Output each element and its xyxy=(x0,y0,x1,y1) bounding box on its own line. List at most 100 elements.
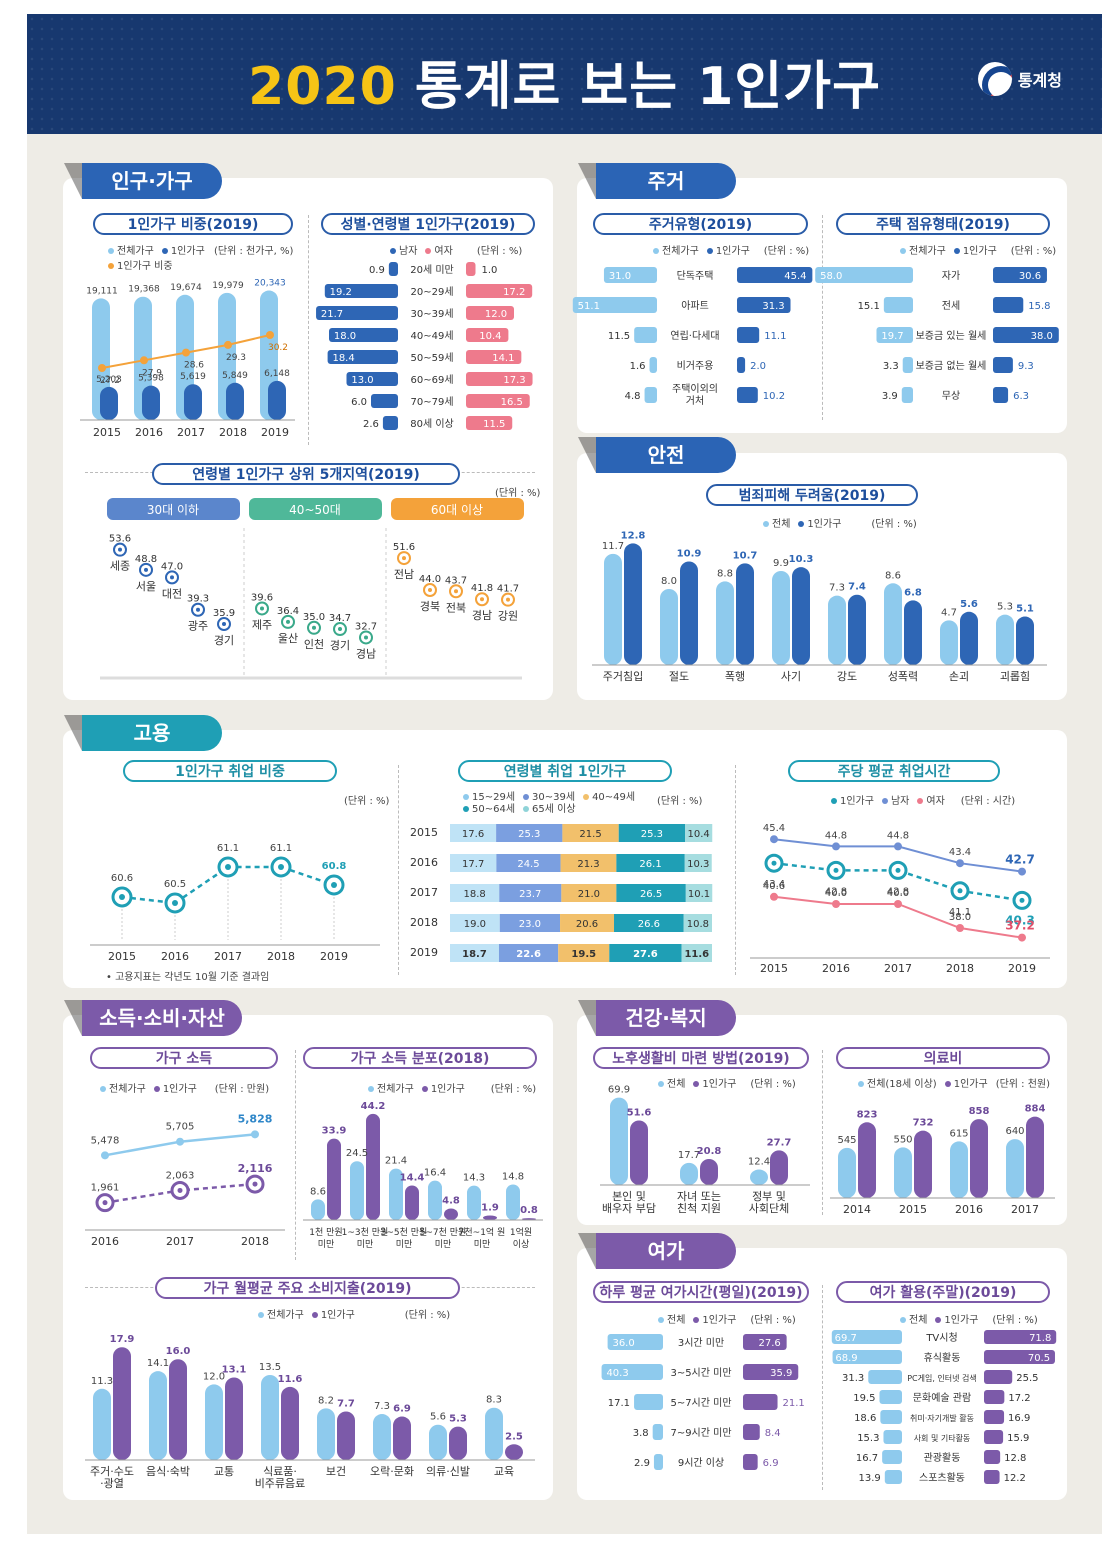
data-label: 1.6 xyxy=(630,361,646,372)
bar-all xyxy=(832,1350,902,1364)
data-label: 13.9 xyxy=(859,1473,881,1484)
bar-single xyxy=(405,1185,419,1220)
data-label: 5,203 xyxy=(96,375,122,385)
legend-item: 전체 xyxy=(667,1079,686,1090)
category-label: 3~5시간 미만 xyxy=(670,1367,731,1379)
legend: 전체가구 1인가구 (단위 : 만원) xyxy=(92,1080,269,1095)
region-label: 울산 xyxy=(278,632,298,645)
data-label: 10.4 xyxy=(479,331,501,342)
chart-title: 연령별 1인가구 상위 5개지역(2019) xyxy=(152,463,460,485)
series-point xyxy=(770,835,778,844)
data-label: 53.6 xyxy=(109,534,131,545)
data-label: 7.4 xyxy=(848,582,866,593)
category-label: 미만 xyxy=(357,1239,374,1250)
tick-label: 2019 xyxy=(320,950,348,963)
unit-label: (단위 : %) xyxy=(476,246,523,257)
bar-single xyxy=(630,1120,648,1185)
rate-point-core xyxy=(331,882,337,888)
category-label: 20세 미만 xyxy=(410,264,454,276)
header-banner: 2020 통계로 보는 1인가구 통계청 xyxy=(27,14,1102,134)
data-label: 35.9 xyxy=(213,608,235,619)
data-label: 28.6 xyxy=(184,361,204,371)
legend: 전체 1인가구 (단위 : %) xyxy=(892,1311,1038,1326)
data-label: 69.9 xyxy=(608,1085,630,1096)
data-label: 21.0 xyxy=(578,889,600,900)
category-label: 1천 만원 xyxy=(309,1227,342,1238)
data-label: 51.6 xyxy=(393,542,415,553)
data-label: 71.8 xyxy=(1029,1333,1051,1344)
data-label: 33.9 xyxy=(322,1126,347,1137)
divider xyxy=(308,215,309,445)
legend: 전체 1인가구 (단위 : %) xyxy=(650,1075,796,1090)
legend: 전체 1인가구 (단위 : %) xyxy=(755,515,917,530)
stack-segment xyxy=(560,854,617,872)
data-label: 10.2 xyxy=(763,391,785,402)
data-label: 34.7 xyxy=(329,613,351,624)
data-label: 20.6 xyxy=(576,919,598,930)
data-label: 37.2 xyxy=(1005,919,1035,933)
data-label: 10.3 xyxy=(789,554,814,565)
data-label: 36.4 xyxy=(277,606,299,617)
tick-label: 2018 xyxy=(267,950,295,963)
category-label: 5~7천 만원 xyxy=(420,1227,467,1238)
stack-segment xyxy=(498,944,559,962)
region-point-core xyxy=(196,607,200,612)
data-label: 69.7 xyxy=(835,1333,857,1344)
legend-item: 전체가구 xyxy=(377,1084,414,1095)
data-label: 2.5 xyxy=(505,1431,523,1442)
category-label: 보증금 없는 월세 xyxy=(916,359,987,372)
divider xyxy=(398,765,399,975)
legend-item: 30~39세 xyxy=(532,792,576,803)
category-label: 본인 및 xyxy=(612,1190,646,1203)
unit-label: (단위 : %) xyxy=(750,1079,796,1090)
divider xyxy=(295,1050,296,1260)
legend: 전체가구 1인가구 (단위 : %) xyxy=(250,1306,450,1321)
data-label: 44.2 xyxy=(361,1101,386,1112)
bar-single xyxy=(327,1138,341,1220)
data-label: 7.7 xyxy=(337,1398,355,1409)
share-point xyxy=(98,364,106,372)
data-label: 5,398 xyxy=(138,374,164,384)
bar-single xyxy=(337,1411,355,1460)
bar-all xyxy=(601,1364,663,1380)
chart-crime: 11.712.8 주거침입 8.0 10.9 절도 8.810.7 폭행 9.9 10.3 사기 7… xyxy=(592,530,1047,683)
category-label: 비주류음료 xyxy=(255,1477,306,1490)
category-label: 사기 xyxy=(781,670,801,683)
series-point-core xyxy=(957,888,963,894)
bar-single xyxy=(743,1364,799,1380)
bar-single xyxy=(743,1424,760,1440)
data-label: 11.3 xyxy=(91,1376,113,1387)
bar-single xyxy=(449,1426,467,1460)
bar-all xyxy=(901,387,913,403)
bar-single xyxy=(984,1470,1000,1484)
data-label: 9.9 xyxy=(773,558,789,569)
bar-all xyxy=(93,1388,111,1460)
panel-income xyxy=(63,1015,553,1500)
chart-title: 가구 소득 xyxy=(90,1047,278,1069)
bar-all xyxy=(389,1168,403,1220)
category-label: 휴식활동 xyxy=(924,1351,961,1364)
data-label: 27.9 xyxy=(142,368,162,378)
legend-item: 전체가구 xyxy=(662,246,699,257)
chart-employment-age: 2015 17.6 25.3 21.5 25.3 10.4 2016 17.7 24.5 21.3… xyxy=(410,824,713,962)
region-label: 강원 xyxy=(498,610,518,623)
category-label: PC게임, 인터넷 검색 xyxy=(907,1373,977,1383)
data-label: 42.7 xyxy=(1005,853,1035,867)
category-label: 3~5천 만원 xyxy=(381,1227,428,1238)
bar-all xyxy=(311,1199,325,1220)
stack-segment xyxy=(496,854,561,872)
region-point-core xyxy=(402,556,406,561)
data-label: 15.3 xyxy=(857,1433,879,1444)
tick-label: 2018 xyxy=(946,962,974,975)
bar-all xyxy=(838,1147,856,1198)
data-label: 40.3 xyxy=(1005,913,1035,927)
stack-segment xyxy=(450,854,497,872)
region-point xyxy=(359,630,373,645)
category-label: 20~29세 xyxy=(410,286,453,298)
data-label: 27.7 xyxy=(767,1137,792,1148)
bar-single xyxy=(770,1150,788,1185)
category-label: 2017 xyxy=(1011,1203,1039,1216)
series-point-core xyxy=(177,1187,183,1193)
data-label: 45.4 xyxy=(784,271,806,282)
stack-segment xyxy=(558,944,610,962)
